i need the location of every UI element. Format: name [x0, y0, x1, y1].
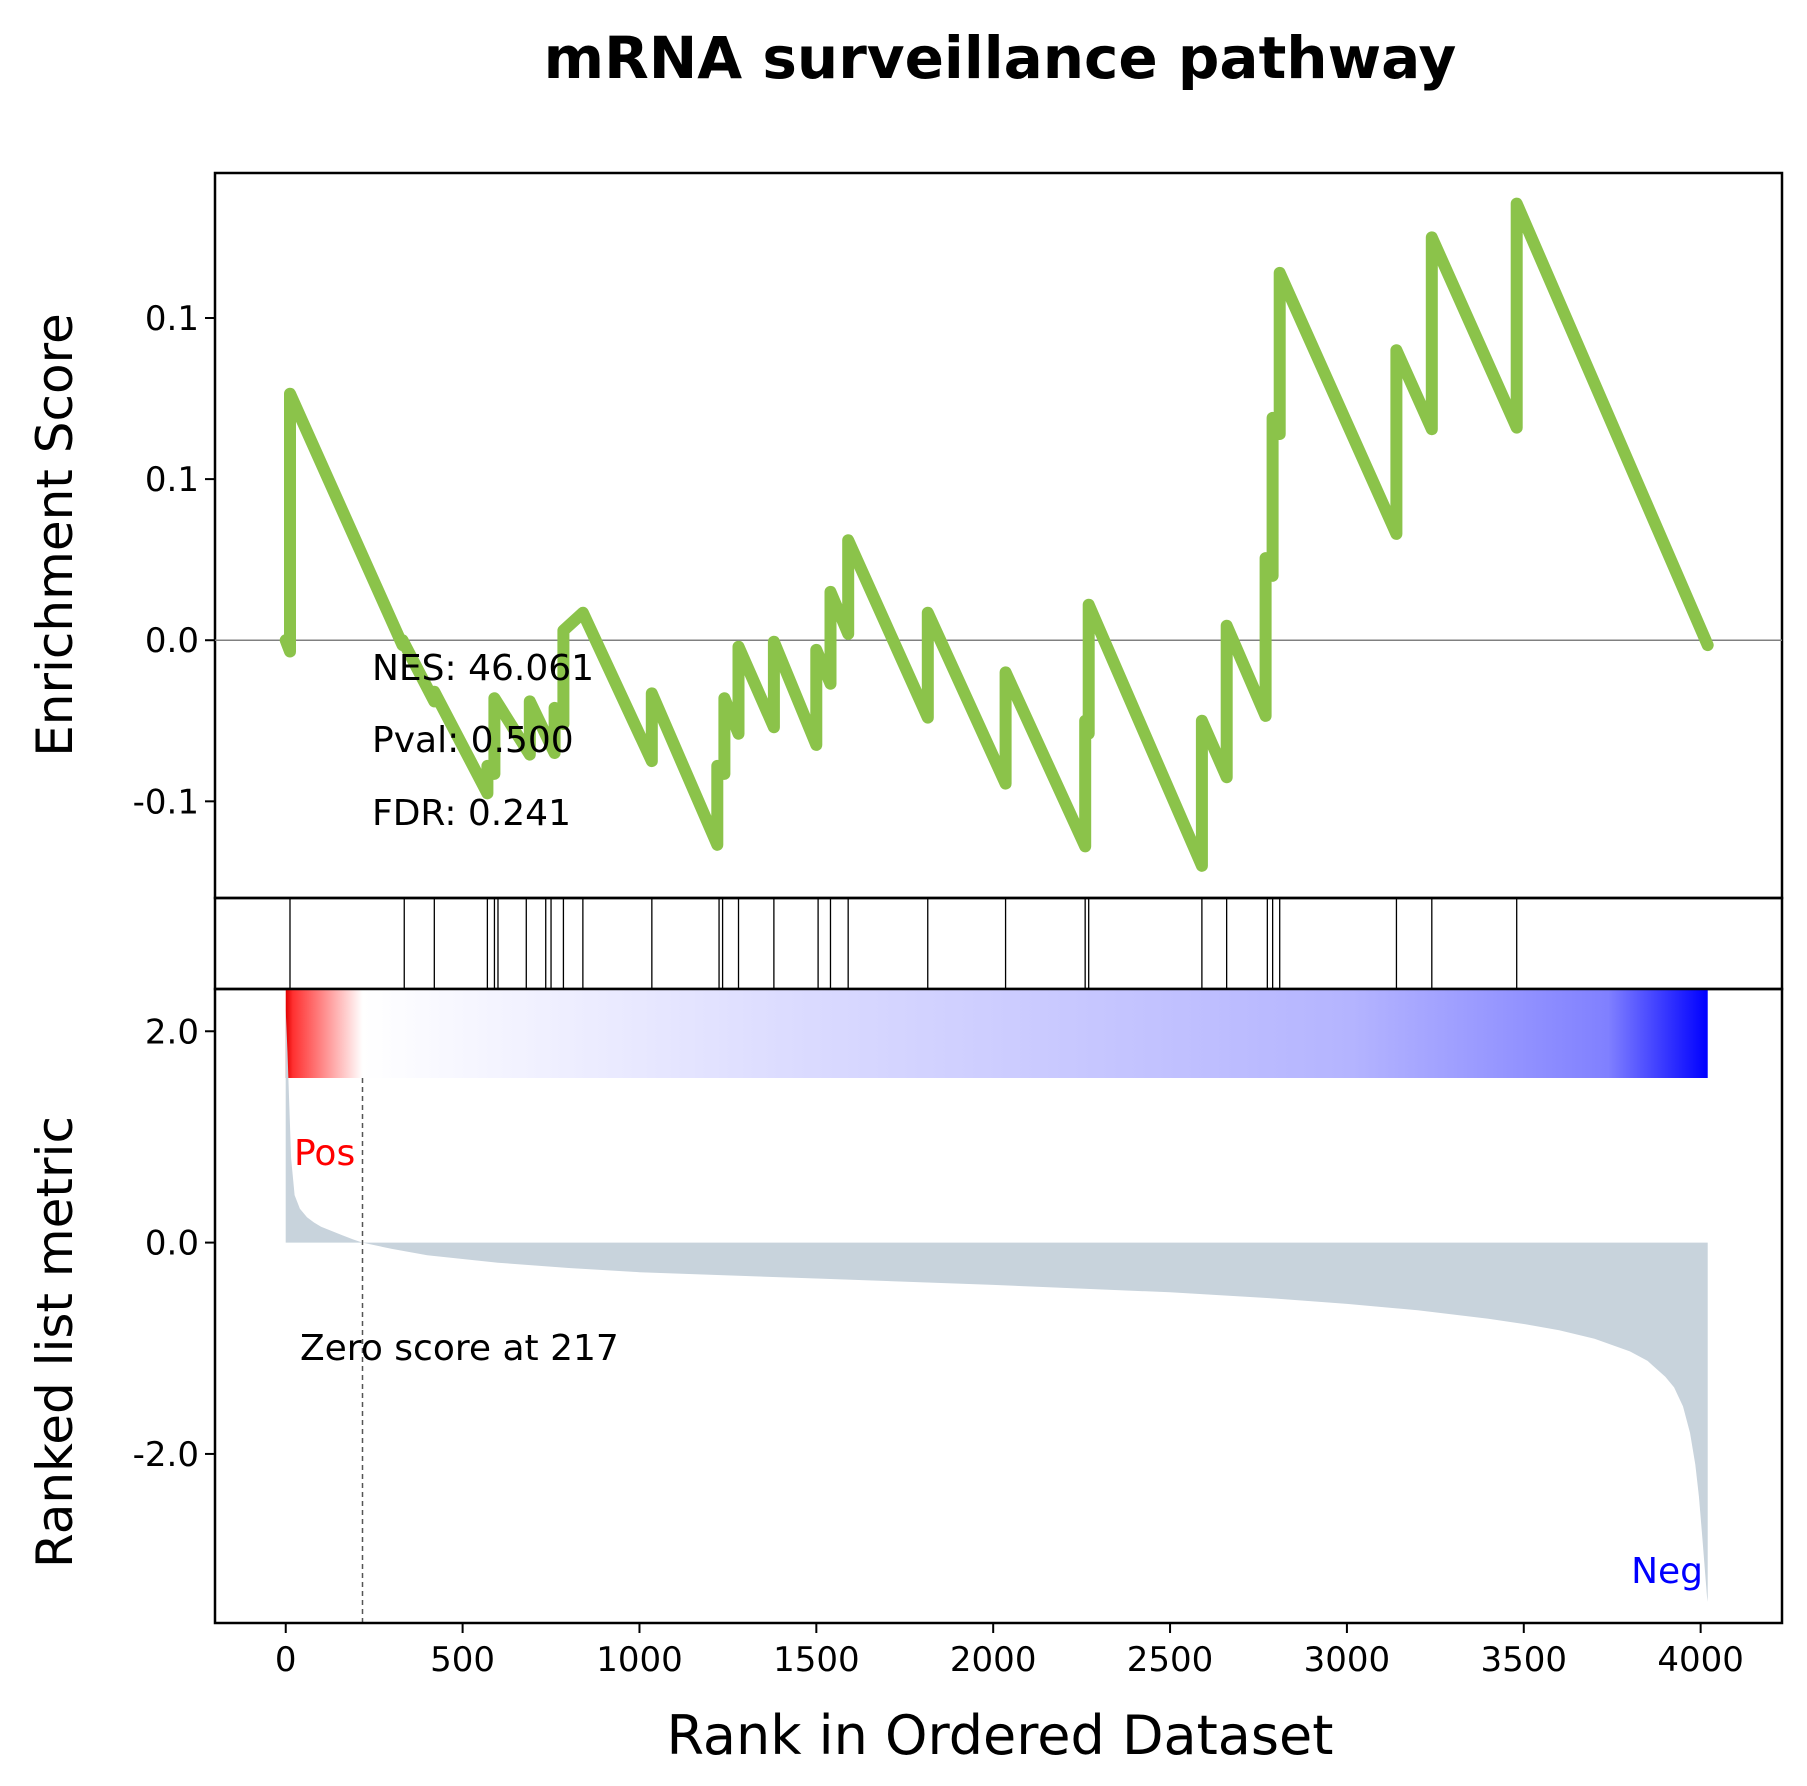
pval-stat: Pval: 0.500	[372, 720, 574, 761]
x-tick-label: 1000	[596, 1640, 683, 1680]
pos-label: Pos	[294, 1133, 355, 1174]
metric-y-tick-label: 2.0	[145, 1012, 199, 1052]
es-y-ticks: 0.1 0.1 0.0 -0.1	[133, 299, 215, 822]
enrichment-score-panel: 0.1 0.1 0.0 -0.1 NES: 46.061 Pval: 0.500 FD…	[26, 171, 1784, 900]
x-tick-label: 3500	[1481, 1640, 1568, 1680]
gene-hits-panel	[213, 896, 1784, 991]
ranked-metric-panel: Pos Neg Zero score at 217 2.0 0.0 -2.0 Ran…	[26, 987, 1784, 1625]
es-y-axis-label: Enrichment Score	[26, 313, 84, 757]
enrichment-score-line	[279, 197, 1714, 872]
x-axis: 0 500 1000 1500 2000 2500 3000 3500 4000	[275, 1623, 1744, 1680]
rank-color-bar	[285, 990, 1708, 1078]
x-tick-label: 2500	[1127, 1640, 1214, 1680]
x-axis-label: Rank in Ordered Dataset	[667, 1704, 1334, 1767]
neg-label: Neg	[1631, 1551, 1703, 1592]
x-tick-label: 2000	[950, 1640, 1037, 1680]
metric-panel-frame	[213, 987, 1784, 1625]
fdr-stat: FDR: 0.241	[372, 793, 571, 834]
es-y-tick-label: 0.1	[145, 299, 199, 339]
x-tick-label: 0	[275, 1640, 297, 1680]
es-y-tick-label: -0.1	[133, 782, 199, 822]
metric-y-tick-label: 0.0	[145, 1224, 199, 1264]
chart-title: mRNA surveillance pathway	[544, 24, 1457, 92]
metric-y-tick-label: -2.0	[133, 1435, 199, 1475]
ranked-metric-area	[285, 1010, 1708, 1602]
x-tick-label: 3000	[1304, 1640, 1391, 1680]
metric-y-ticks: 2.0 0.0 -2.0	[133, 1012, 215, 1475]
metric-y-axis-label: Ranked list metric	[26, 1116, 84, 1568]
zero-score-label: Zero score at 217	[300, 1328, 619, 1369]
x-tick-label: 4000	[1657, 1640, 1744, 1680]
hit-lines	[289, 898, 1518, 989]
es-y-tick-label: 0.0	[145, 621, 199, 661]
x-tick-label: 1500	[773, 1640, 860, 1680]
x-tick-label: 500	[430, 1640, 495, 1680]
hits-panel-frame	[213, 896, 1784, 991]
nes-stat: NES: 46.061	[372, 648, 594, 689]
es-y-tick-label: 0.1	[145, 460, 199, 500]
